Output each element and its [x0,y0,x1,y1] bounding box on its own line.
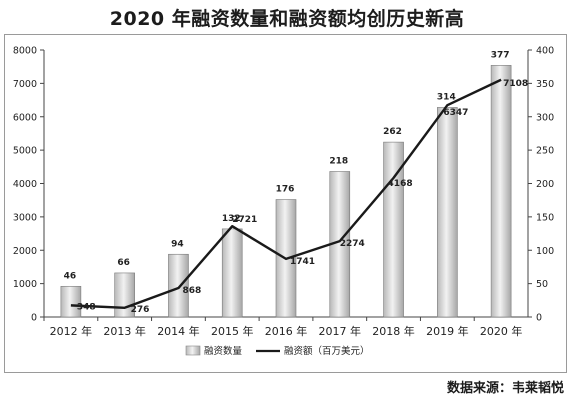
chart-title: 2020 年融资数量和融资额均创历史新高 [109,8,465,30]
x-tick-label: 2013 年 [103,324,146,338]
bar [437,107,458,318]
legend-bar-swatch [185,345,201,356]
line-value-label: 868 [182,286,201,296]
right-tick-label: 200 [536,179,554,190]
source-note: 数据来源：韦莱韬悦 [446,381,564,396]
left-tick-label: 5000 [13,146,37,157]
bar-value-label: 132 [222,214,241,224]
bar-value-label: 176 [276,185,295,195]
x-tick-label: 2017 年 [319,324,362,338]
x-tick-label: 2014 年 [157,324,200,338]
bar-value-label: 94 [171,239,184,249]
bar-value-label: 218 [329,156,348,166]
left-tick-label: 1000 [13,279,37,290]
line-value-label: 1741 [290,257,315,267]
x-tick-label: 2019 年 [426,324,469,338]
bar-value-label: 314 [437,92,456,102]
x-tick-label: 2018 年 [372,324,415,338]
x-tick-label: 2020 年 [480,324,523,338]
bar [221,228,243,318]
right-tick-label: 250 [536,146,554,157]
bar [168,253,189,318]
left-tick-label: 4000 [13,179,37,190]
line-value-label: 7108 [503,79,528,89]
x-tick-label: 2015 年 [211,324,254,338]
x-tick-label: 2012 年 [50,324,93,338]
right-tick-label: 50 [536,279,548,290]
bar-value-label: 262 [383,127,402,137]
legend-bar-label: 融资数量 [204,345,243,357]
left-tick-label: 3000 [13,212,37,223]
left-tick-label: 7000 [13,79,37,90]
x-tick-label: 2016 年 [265,324,308,338]
line-series [70,78,502,309]
right-tick-label: 300 [536,112,554,123]
right-tick-label: 150 [536,212,554,223]
bar [490,65,512,318]
bar-value-label: 66 [117,258,130,268]
line-value-label: 6347 [443,108,468,118]
line-value-label: 348 [77,302,96,312]
left-tick-label: 6000 [13,112,37,123]
bar [60,285,82,318]
bar-series [60,65,512,318]
legend: 融资数量 融资额（百万美元） [185,345,370,357]
chart-frame [4,34,567,373]
bar-value-label: 377 [491,50,510,60]
right-tick-label: 100 [536,246,554,257]
right-tick-label: 350 [536,79,554,90]
right-tick-label: 0 [536,313,542,324]
legend-line-label: 融资额（百万美元） [284,345,370,357]
left-tick-label: 2000 [13,246,37,257]
line-value-label: 2274 [340,239,365,249]
bar [383,141,404,318]
left-tick-label: 8000 [13,46,37,57]
line-value-label: 4168 [388,179,413,189]
amount-line [70,78,502,309]
line-value-label: 2721 [232,215,257,225]
line-value-label: 276 [131,305,150,315]
bar-value-label: 46 [64,271,77,281]
data-labels: 46 66 94 132 176 218 262 314 377 348 276 868 2721 174… [64,50,529,314]
left-tick-label: 0 [31,313,37,324]
right-tick-label: 400 [536,46,554,57]
